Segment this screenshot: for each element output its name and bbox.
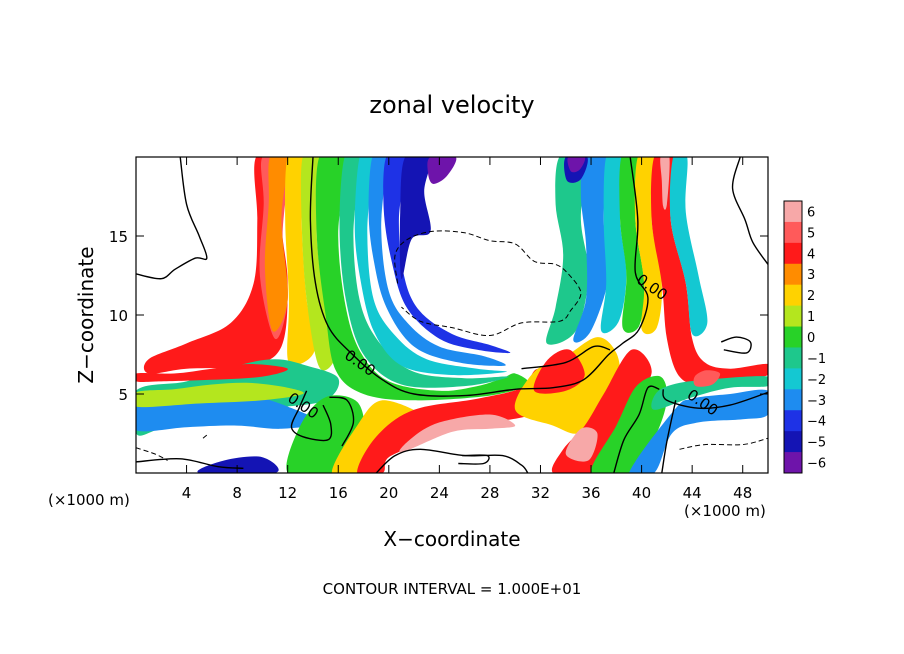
colorbar-swatch-12 (784, 452, 802, 474)
velocity-region-3 (285, 157, 316, 367)
contour-line-7 (136, 157, 208, 280)
velocity-region-35 (565, 427, 598, 462)
velocity-region-9 (383, 157, 511, 354)
colorbar-label-3: 3 (807, 268, 815, 283)
colorbar-swatch-6 (784, 326, 802, 348)
colorbar-label-9: −3 (807, 394, 826, 409)
x-tick-label-4: 20 (379, 484, 398, 502)
x-tick-label-6: 28 (480, 484, 499, 502)
colorbar-label-0: 6 (807, 205, 815, 220)
contour-line-1 (521, 345, 611, 370)
x-tick-label-9: 40 (632, 484, 651, 502)
velocity-region-13 (573, 157, 610, 343)
colorbar-swatch-8 (784, 368, 802, 390)
x-unit-label-right: (×1000 m) (684, 502, 766, 520)
velocity-region-24 (136, 382, 304, 408)
velocity-region-17 (619, 157, 645, 333)
colorbar-swatch-1 (784, 221, 802, 244)
contour-interval-note: CONTOUR INTERVAL = 1.000E+01 (323, 580, 582, 598)
velocity-region-2 (264, 157, 288, 332)
colorbar: 6 5 4 3 2 1 0 −1 −2 −3 −4 −5 −6 (783, 200, 826, 474)
x-tick-label-11: 48 (733, 484, 752, 502)
y-axis-label: Z−coordinate (74, 246, 98, 383)
x-tick-label-0: 4 (182, 484, 192, 502)
velocity-region-38 (651, 376, 768, 410)
colorbar-swatch-9 (784, 389, 802, 411)
contour-line-15 (679, 437, 768, 450)
colorbar-swatch-2 (784, 242, 802, 265)
x-axis-label: X−coordinate (383, 527, 520, 551)
colorbar-swatch-11 (784, 431, 802, 453)
x-tick-label-2: 12 (278, 484, 297, 502)
velocity-region-39 (693, 370, 721, 387)
contour-line-0 (309, 157, 649, 397)
colorbar-label-4: 2 (807, 289, 815, 304)
velocity-region-18 (634, 157, 662, 335)
colorbar-label-7: −1 (807, 352, 826, 367)
velocity-region-27 (197, 456, 279, 473)
x-tick-label-8: 36 (581, 484, 600, 502)
contour-line-12 (720, 336, 752, 354)
colorbar-label-2: 4 (807, 247, 815, 262)
x-tick-label-1: 8 (232, 484, 242, 502)
colorbar-frame (783, 200, 803, 474)
velocity-region-12 (546, 157, 589, 345)
x-unit-label-left: (×1000 m) (48, 491, 130, 509)
velocity-region-6 (339, 157, 509, 388)
y-tick-label-2: 15 (109, 228, 128, 246)
contour-line-16 (202, 434, 208, 439)
contour-line-4 (662, 389, 768, 410)
contour-line-3 (329, 396, 355, 447)
colorbar-label-6: 0 (807, 331, 815, 346)
contour-line-11 (458, 454, 490, 465)
velocity-region-31 (399, 414, 516, 453)
velocity-region-8 (368, 157, 506, 366)
colorbar-label-11: −5 (807, 436, 826, 451)
contour-line-layer (136, 157, 768, 473)
chart-title: zonal velocity (369, 91, 534, 119)
contour-line-13 (394, 230, 582, 337)
velocity-region-20 (660, 157, 670, 210)
x-tick-label-5: 24 (430, 484, 449, 502)
colorbar-label-8: −2 (807, 373, 826, 388)
velocity-region-19 (650, 157, 768, 387)
colorbar-label-12: −6 (807, 457, 826, 472)
colorbar-label-5: 1 (807, 310, 815, 325)
colorbar-swatch-10 (784, 410, 802, 432)
y-tick-label-1: 10 (109, 307, 128, 325)
velocity-region-11 (427, 157, 457, 184)
colorbar-label-1: 5 (807, 226, 815, 241)
velocity-region-0 (143, 157, 289, 374)
contour-line-8 (731, 157, 768, 265)
velocity-region-10 (399, 157, 432, 279)
velocity-region-21 (669, 157, 708, 337)
velocity-region-37 (629, 389, 768, 473)
y-tick-label-0: 5 (118, 386, 128, 404)
colorbar-swatch-5 (784, 305, 802, 328)
contour-line-5 (613, 385, 660, 473)
contour-line-9 (136, 457, 244, 469)
velocity-region-25 (136, 364, 288, 383)
x-tick-label-7: 32 (531, 484, 550, 502)
velocity-region-15 (567, 157, 586, 173)
colorbar-swatch-4 (784, 284, 802, 307)
velocity-region-5 (315, 157, 529, 401)
colorbar-swatch-7 (784, 347, 802, 369)
contour-line-2 (290, 390, 333, 442)
contour-line-6 (661, 400, 677, 473)
velocity-field-layer (136, 157, 768, 473)
colorbar-swatch-0 (784, 201, 802, 223)
y-axis-ticks: 5 10 15 (109, 228, 768, 404)
x-tick-label-10: 44 (683, 484, 702, 502)
contour-line-14 (136, 447, 168, 461)
colorbar-label-10: −4 (807, 415, 826, 430)
x-axis-ticks: 4 8 12 16 20 24 28 32 36 40 44 48 (182, 157, 752, 502)
colorbar-swatch-3 (784, 263, 802, 286)
x-tick-label-3: 16 (329, 484, 348, 502)
